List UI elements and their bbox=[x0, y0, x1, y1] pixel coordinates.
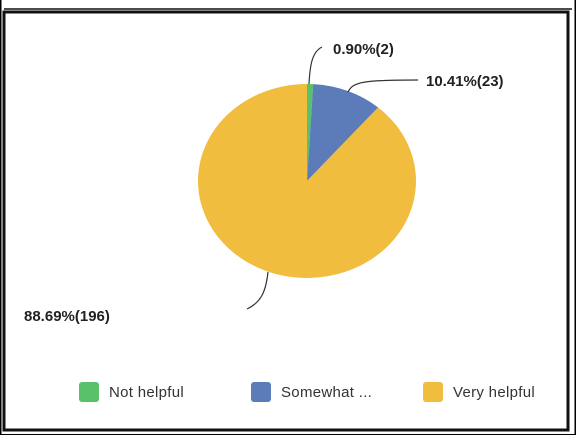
legend-label-very-helpful: Very helpful bbox=[453, 383, 535, 401]
legend-item-very-helpful[interactable]: Very helpful bbox=[423, 378, 535, 406]
label-leaders bbox=[246, 46, 419, 310]
leader-line-not-helpful bbox=[308, 46, 323, 85]
slice-label-not-helpful: 0.90%(2) bbox=[333, 41, 394, 58]
legend-item-somewhat-helpful[interactable]: Somewhat ... bbox=[251, 378, 372, 406]
pie-slice-not-helpful[interactable] bbox=[307, 84, 314, 181]
pie-chart bbox=[197, 84, 416, 279]
slice-label-somewhat-helpful: 10.41%(23) bbox=[426, 73, 504, 90]
legend-item-not-helpful[interactable]: Not helpful bbox=[79, 378, 184, 406]
legend: Not helpful Somewhat ... Very helpful bbox=[0, 378, 576, 406]
legend-swatch-not-helpful bbox=[79, 382, 99, 402]
leader-line-somewhat-helpful bbox=[347, 79, 419, 93]
legend-swatch-very-helpful bbox=[423, 382, 443, 402]
legend-label-not-helpful: Not helpful bbox=[109, 383, 185, 401]
legend-swatch-somewhat-helpful bbox=[251, 382, 271, 402]
leader-line-very-helpful bbox=[246, 271, 269, 310]
slice-label-very-helpful: 88.69%(196) bbox=[24, 308, 110, 325]
pie-slice-somewhat-helpful[interactable] bbox=[307, 84, 379, 181]
pie-slice-very-helpful[interactable] bbox=[197, 84, 416, 279]
slice-labels: 0.90%(2) 10.41%(23) 88.69%(196) bbox=[24, 41, 504, 325]
legend-label-somewhat-helpful: Somewhat ... bbox=[281, 383, 373, 401]
